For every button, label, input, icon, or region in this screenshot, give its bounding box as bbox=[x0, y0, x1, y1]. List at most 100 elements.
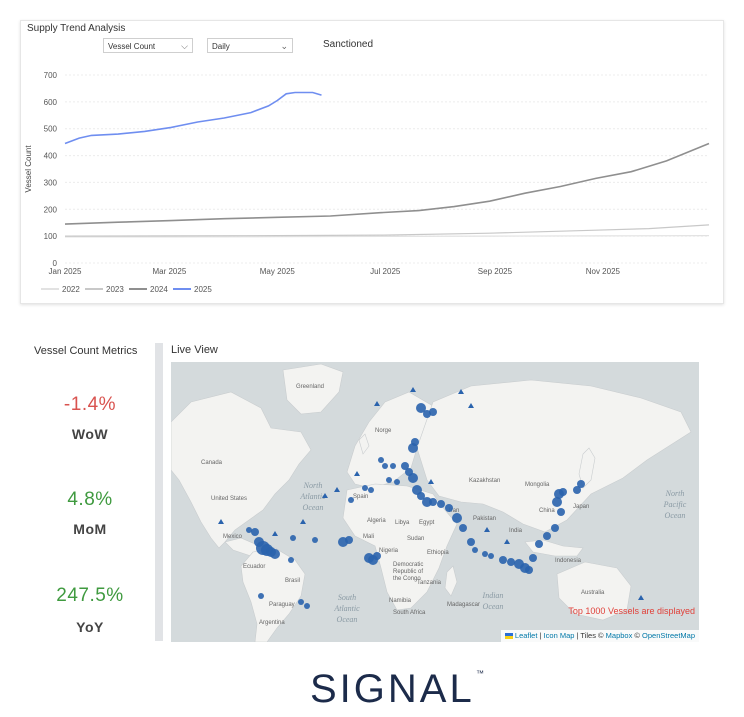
vessel-marker[interactable] bbox=[382, 463, 388, 469]
vessel-marker[interactable] bbox=[551, 524, 559, 532]
ocean-labels: North Atlantic Ocean South Atlantic Ocea… bbox=[299, 481, 686, 624]
period-dropdown-value: Daily bbox=[212, 42, 230, 51]
vessel-marker[interactable] bbox=[417, 492, 425, 500]
vessel-marker[interactable] bbox=[482, 551, 488, 557]
metrics-title: Vessel Count Metrics bbox=[34, 345, 138, 357]
vessel-marker[interactable] bbox=[535, 540, 543, 548]
vessel-direction-marker[interactable] bbox=[218, 519, 224, 524]
attribution-separator: | bbox=[537, 631, 544, 640]
vessel-marker[interactable] bbox=[552, 497, 562, 507]
ocean-label: Ocean bbox=[303, 503, 324, 512]
vessel-marker[interactable] bbox=[246, 527, 252, 533]
vessel-marker[interactable] bbox=[429, 498, 437, 506]
vessel-marker[interactable] bbox=[416, 403, 426, 413]
vessel-marker[interactable] bbox=[422, 497, 432, 507]
vessel-marker[interactable] bbox=[557, 508, 565, 516]
vessel-direction-marker[interactable] bbox=[484, 527, 490, 532]
vessel-marker[interactable] bbox=[452, 513, 462, 523]
vessel-marker[interactable] bbox=[368, 487, 374, 493]
map-label: Iran bbox=[449, 508, 459, 514]
openstreetmap-link[interactable]: OpenStreetMap bbox=[642, 631, 695, 640]
vessel-marker[interactable] bbox=[411, 438, 419, 446]
vessel-marker[interactable] bbox=[394, 479, 400, 485]
vessel-marker[interactable] bbox=[312, 537, 318, 543]
signal-logo: SIGNAL ™ bbox=[310, 667, 484, 711]
vessel-marker[interactable] bbox=[345, 536, 353, 544]
vessel-marker[interactable] bbox=[408, 473, 418, 483]
landmasses bbox=[171, 363, 692, 642]
vessel-marker[interactable] bbox=[472, 547, 478, 553]
vessel-direction-marker[interactable] bbox=[638, 595, 644, 600]
copyright-label: © bbox=[632, 631, 643, 640]
y-tick-label: 200 bbox=[44, 205, 58, 214]
map-label: Ecuador bbox=[243, 564, 265, 570]
wow-label: WoW bbox=[71, 426, 109, 442]
vessel-marker[interactable] bbox=[290, 535, 296, 541]
vessel-marker[interactable] bbox=[373, 552, 381, 560]
vessel-marker[interactable] bbox=[559, 488, 567, 496]
vessel-marker[interactable] bbox=[348, 497, 354, 503]
leaflet-link[interactable]: Leaflet bbox=[514, 631, 538, 640]
vessel-direction-marker[interactable] bbox=[322, 493, 328, 498]
greenland-land bbox=[282, 363, 344, 415]
vessel-marker[interactable] bbox=[298, 599, 304, 605]
vessel-marker[interactable] bbox=[304, 603, 310, 609]
map-label: Mali bbox=[363, 534, 374, 540]
vessel-direction-marker[interactable] bbox=[354, 471, 360, 476]
vessel-marker[interactable] bbox=[288, 557, 294, 563]
ocean-label: North bbox=[303, 481, 323, 490]
metric-dropdown[interactable]: Vessel Count ⌵ bbox=[103, 38, 193, 53]
yoy-value: 247.5% bbox=[56, 585, 124, 606]
map-attribution: Leaflet | Icon Map | Tiles © Mapbox © Op… bbox=[500, 630, 699, 642]
vessel-direction-marker[interactable] bbox=[374, 401, 380, 406]
mapbox-link[interactable]: Mapbox bbox=[605, 631, 633, 640]
map-label: Norge bbox=[375, 428, 392, 434]
period-dropdown[interactable]: Daily ⌄ bbox=[207, 38, 293, 53]
vessel-marker[interactable] bbox=[386, 477, 392, 483]
vessel-direction-marker[interactable] bbox=[272, 531, 278, 536]
vessel-marker[interactable] bbox=[270, 549, 280, 559]
vessel-marker[interactable] bbox=[573, 486, 581, 494]
vessel-marker[interactable] bbox=[577, 480, 585, 488]
y-tick-label: 0 bbox=[53, 259, 58, 268]
vessel-direction-marker[interactable] bbox=[334, 487, 340, 492]
vessel-marker[interactable] bbox=[529, 554, 537, 562]
live-view-title: Live View bbox=[171, 344, 218, 356]
vessel-direction-marker[interactable] bbox=[468, 403, 474, 408]
vessel-direction-marker[interactable] bbox=[300, 519, 306, 524]
vessel-marker[interactable] bbox=[251, 528, 259, 536]
vessel-direction-marker[interactable] bbox=[458, 389, 464, 394]
vessel-marker[interactable] bbox=[378, 457, 384, 463]
map-label: Tanzania bbox=[417, 580, 442, 586]
uk-land bbox=[358, 433, 370, 455]
map-label: Spain bbox=[353, 494, 368, 500]
leaflet-flag-icon bbox=[504, 633, 513, 640]
indonesia-land bbox=[524, 539, 584, 557]
vessel-marker[interactable] bbox=[390, 463, 396, 469]
icon-map-link[interactable]: Icon Map bbox=[543, 631, 575, 640]
live-view-map[interactable]: Greenland Canada United States Mexico Ec… bbox=[171, 362, 699, 642]
map-label: Sudan bbox=[407, 536, 424, 542]
vessel-marker[interactable] bbox=[401, 462, 409, 470]
vessel-marker[interactable] bbox=[362, 485, 368, 491]
vessel-count-note: Top 1000 Vessels are displayed bbox=[568, 606, 695, 616]
vessel-marker[interactable] bbox=[459, 524, 467, 532]
vessel-direction-marker[interactable] bbox=[410, 387, 416, 392]
vessel-marker[interactable] bbox=[429, 408, 437, 416]
vessel-direction-marker[interactable] bbox=[504, 539, 510, 544]
vessel-marker[interactable] bbox=[525, 566, 533, 574]
vessel-marker[interactable] bbox=[543, 532, 551, 540]
series-line-2022 bbox=[65, 235, 710, 238]
wow-value: -1.4% bbox=[63, 394, 117, 415]
x-tick-label: Sep 2025 bbox=[478, 267, 513, 276]
vessel-marker[interactable] bbox=[467, 538, 475, 546]
vessel-marker[interactable] bbox=[437, 500, 445, 508]
map-label: Pakistan bbox=[473, 516, 496, 522]
map-label: Indonesia bbox=[555, 558, 582, 564]
vessel-marker[interactable] bbox=[445, 504, 453, 512]
vessel-marker[interactable] bbox=[488, 553, 494, 559]
vessel-marker[interactable] bbox=[499, 556, 507, 564]
vessel-marker[interactable] bbox=[507, 558, 515, 566]
vessel-direction-marker[interactable] bbox=[428, 479, 434, 484]
vessel-marker[interactable] bbox=[258, 593, 264, 599]
